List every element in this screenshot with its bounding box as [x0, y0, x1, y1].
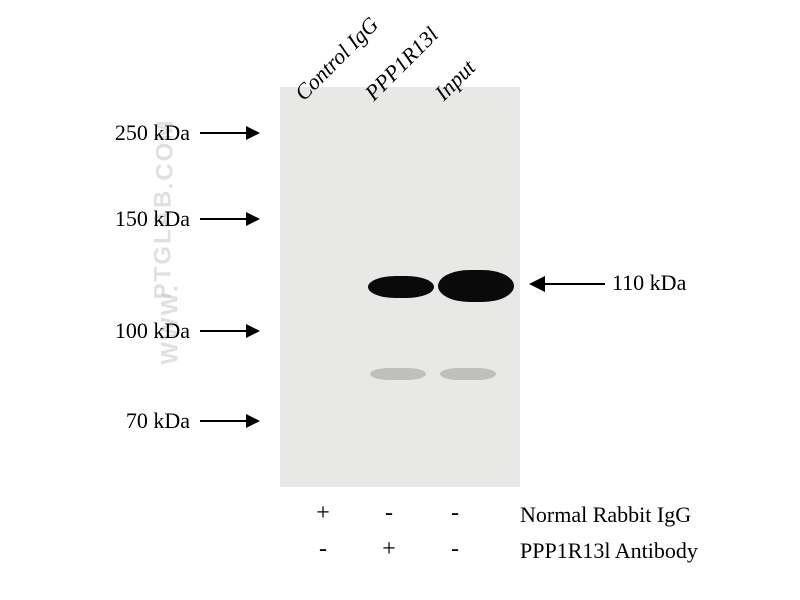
condition-row-2: - + - [290, 536, 488, 563]
band-faint-lane3 [440, 368, 496, 380]
target-arrow-line [545, 283, 605, 285]
pm-cell: + [356, 536, 422, 563]
band-faint-lane2 [370, 368, 426, 380]
mw-label-100: 100 kDa [100, 318, 190, 344]
band-ppp1r13l-lane2 [368, 276, 434, 298]
pm-cell: - [290, 536, 356, 563]
mw-label-text: 150 kDa [115, 206, 190, 231]
mw-label-250: 250 kDa [100, 120, 190, 146]
figure-container: WWW. PTGLAB .COM Control IgG PPP1R13l In… [0, 0, 800, 600]
pm-cell: - [422, 500, 488, 527]
pm-cell: - [356, 500, 422, 527]
condition-row-1: + - - [290, 500, 488, 527]
condition-label-text: PPP1R13l Antibody [520, 538, 698, 563]
mw-label-text: 100 kDa [115, 318, 190, 343]
condition-label-2: PPP1R13l Antibody [520, 538, 698, 564]
mw-label-text: 250 kDa [115, 120, 190, 145]
condition-label-text: Normal Rabbit IgG [520, 502, 691, 527]
condition-label-1: Normal Rabbit IgG [520, 502, 691, 528]
pm-cell: - [422, 536, 488, 563]
target-band-label: 110 kDa [612, 270, 686, 296]
mw-label-text: 70 kDa [126, 408, 190, 433]
mw-label-150: 150 kDa [100, 206, 190, 232]
pm-cell: + [290, 500, 356, 527]
target-band-text: 110 kDa [612, 270, 686, 295]
band-ppp1r13l-lane3 [438, 270, 514, 302]
mw-label-70: 70 kDa [100, 408, 190, 434]
